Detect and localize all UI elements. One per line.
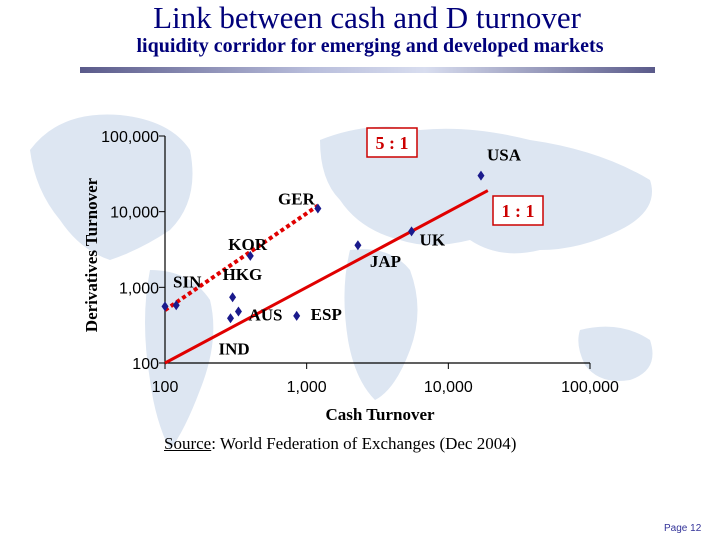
ratio-lines [163,189,489,365]
point-label-jap: JAP [370,252,401,271]
diamond-marker [293,310,301,321]
diamond-marker [161,301,169,312]
ratio-line-1-1 [164,189,489,365]
diamond-marker [477,170,485,181]
slide-subtitle: liquidity corridor for emerging and deve… [136,35,604,57]
page-number: Page 12 [664,523,702,534]
diamond-marker [229,292,237,303]
chart-axes: 100 100 1,000 1,000 10,000 10,000 100,000 100,0… [101,129,619,396]
point-label-sin: SIN [173,272,202,291]
ratio-line-5-1 [163,204,320,312]
source-label: Source [164,434,212,453]
diamond-marker [234,306,242,317]
diamond-marker [354,240,362,251]
point-labels: USA GER UK JAP KOR SIN HKG AUS IND ESP [173,146,522,359]
ratio-label-1-1: 1 : 1 [502,201,535,221]
point-label-kor: KOR [228,235,267,254]
ratio-box-1-1: 1 : 1 [492,195,544,226]
point-label-ger: GER [278,190,316,209]
x-tick-label: 100,000 [561,379,619,396]
diamond-marker [246,250,254,261]
y-tick-label: 100,000 [101,129,159,146]
x-tick-label: 100 [152,379,179,396]
source-text: : World Federation of Exchanges (Dec 200… [211,434,517,453]
point-label-esp: ESP [311,305,342,324]
y-axis-title: Derivatives Turnover [82,177,101,332]
slide-title: Link between cash and D turnover [153,0,581,35]
diamond-marker [408,226,416,237]
point-label-aus: AUS [248,305,282,324]
x-tick-label: 1,000 [287,379,327,396]
data-points [161,170,485,324]
y-tick-label: 10,000 [110,205,159,222]
ratio-box-5-1: 5 : 1 [366,127,418,158]
y-tick-label: 1,000 [119,280,159,297]
point-label-hkg: HKG [223,265,263,284]
point-label-uk: UK [420,230,446,249]
diamond-marker [227,313,235,324]
y-tick-label: 100 [132,356,159,373]
x-axis-title: Cash Turnover [325,405,435,424]
ratio-label-5-1: 5 : 1 [376,133,409,153]
point-label-usa: USA [487,146,522,165]
x-tick-label: 10,000 [424,379,473,396]
source-note: Source: World Federation of Exchanges (D… [164,434,516,454]
title-divider [80,67,655,73]
diamond-marker [172,300,180,311]
diamond-marker [314,203,322,214]
point-label-ind: IND [219,339,250,358]
